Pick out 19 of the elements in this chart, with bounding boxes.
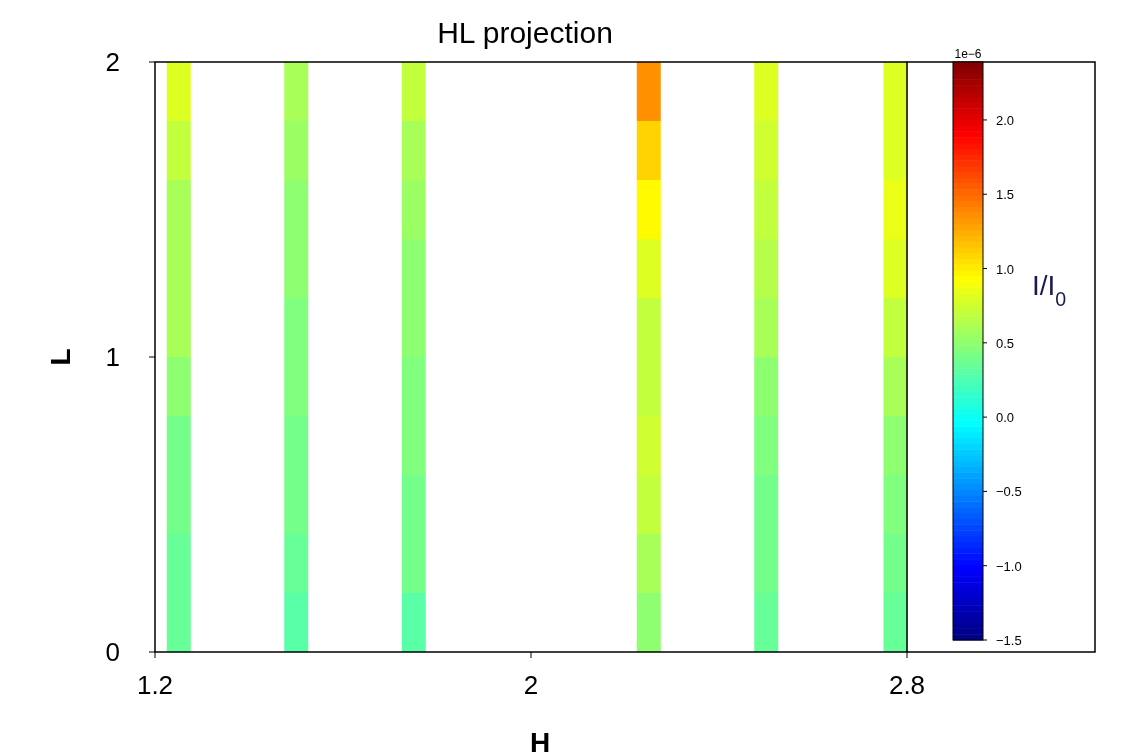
color-bar-label: −1.5: [996, 633, 1022, 648]
x-tick-label: 2: [523, 670, 539, 700]
color-bar-label: −1.0: [996, 558, 1022, 574]
y-axis-title: L: [45, 348, 76, 366]
x-tick-label: 2.8: [888, 670, 926, 700]
x-axis-title: H: [529, 727, 551, 756]
y-tick-label: 2: [105, 47, 120, 77]
chart-title: HL projection: [437, 16, 613, 49]
color-bar-label: −0.5: [996, 484, 1022, 500]
color-bar-label: 2.0: [996, 112, 1015, 128]
color-bar-label: 0.0: [996, 410, 1015, 426]
x-tick-label: 1.2: [136, 670, 174, 700]
color-bar-label: 1.5: [996, 187, 1015, 203]
color-bar-label: 0.5: [996, 335, 1015, 351]
text: 1e−6: [954, 47, 982, 61]
color-bar-title: I/I$_{0}$: [1032, 270, 1067, 310]
y-tick-label: 0: [105, 637, 120, 667]
color-bar-label: 1.0: [996, 261, 1015, 277]
y-tick-label: 1: [105, 342, 120, 372]
